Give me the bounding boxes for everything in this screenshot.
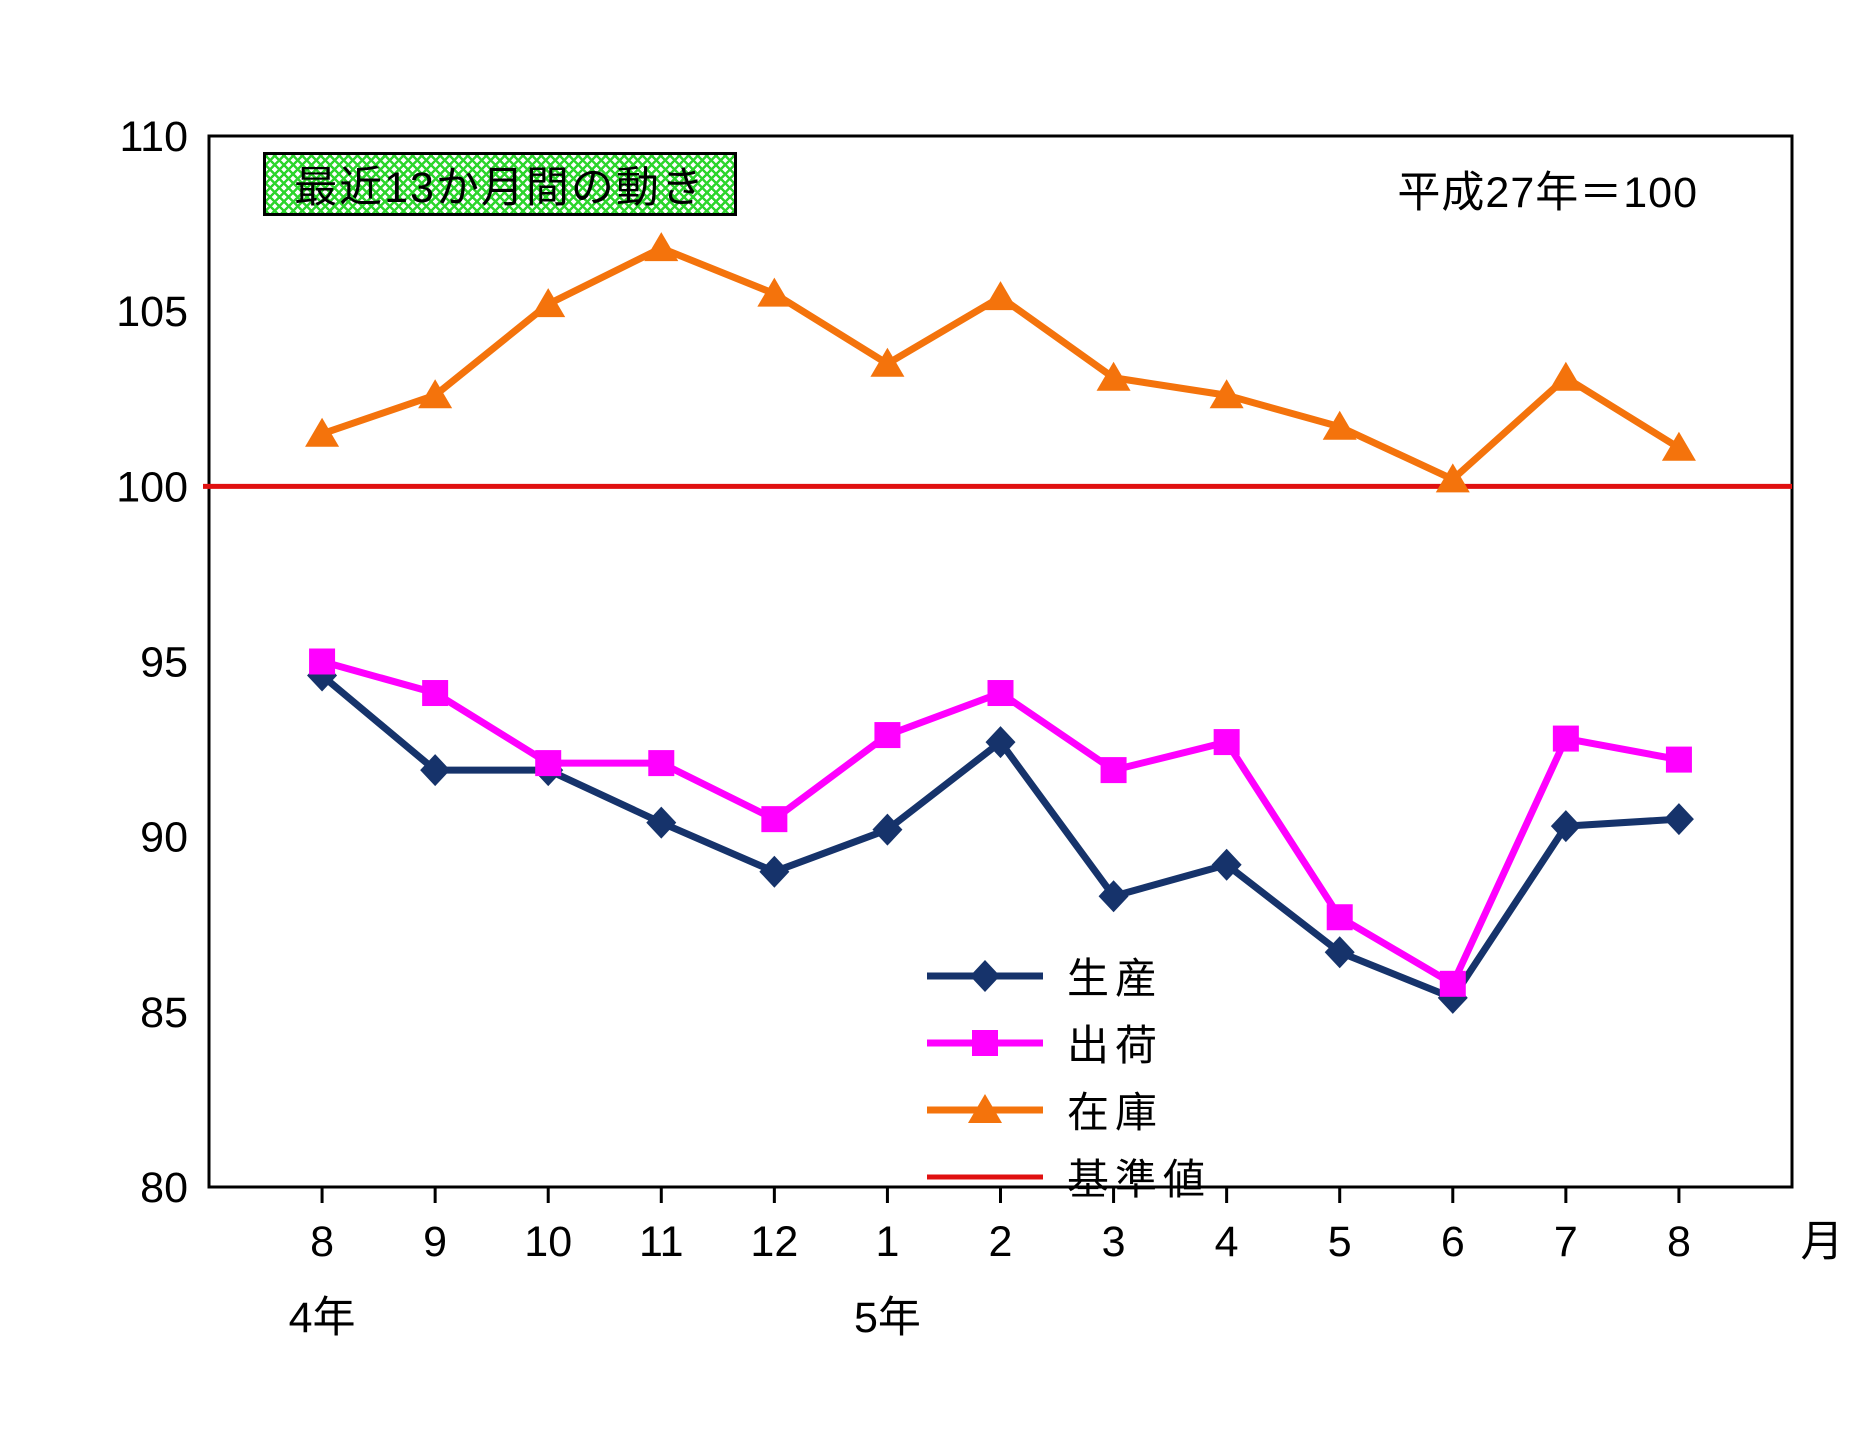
x-axis-label-10: 6 [1441, 1218, 1465, 1266]
baseline-line-icon [927, 1174, 1043, 1179]
series-2-marker-4 [757, 277, 792, 307]
series-1-marker-10 [1439, 970, 1466, 997]
production-line-marker-icon [927, 959, 1043, 992]
x-axis-label-2: 10 [524, 1218, 572, 1266]
legend-label-shipment: 出荷 [1067, 1022, 1164, 1069]
legend-label-inventory: 在庫 [1067, 1089, 1164, 1136]
year-label-1: 5年 [854, 1294, 921, 1342]
year-label-0: 4年 [289, 1294, 356, 1342]
x-axis-label-12: 8 [1667, 1218, 1691, 1266]
base-index-note: 平成27年＝100 [1397, 169, 1698, 217]
y-axis-label-90: 90 [140, 814, 188, 862]
series-2-marker-3 [644, 232, 679, 262]
x-axis-label-9: 5 [1328, 1218, 1352, 1266]
series-1-marker-7 [1100, 757, 1127, 784]
series-0-marker-4 [759, 855, 790, 888]
y-axis-label-85: 85 [140, 989, 188, 1037]
legend-label-production: 生産 [1067, 955, 1164, 1002]
x-axis-label-1: 9 [423, 1218, 447, 1266]
series-1-marker-0 [309, 648, 336, 675]
series-2-marker-2 [531, 288, 566, 318]
series-1-marker-8 [1213, 729, 1240, 756]
legend-label-baseline: 基準値 [1067, 1156, 1212, 1203]
inventory-line-marker-icon [927, 1093, 1043, 1123]
series-1-marker-6 [987, 680, 1014, 707]
legend-row-shipment: 出荷 [925, 1009, 1211, 1076]
series-0-marker-8 [1211, 848, 1242, 881]
x-axis-label-3: 11 [639, 1218, 684, 1266]
series-2-marker-6 [983, 281, 1018, 311]
series-1-marker-5 [874, 722, 901, 749]
legend-row-baseline: 基準値 [925, 1143, 1211, 1210]
series-0-marker-12 [1663, 803, 1694, 836]
series-line-1 [318, 658, 1683, 988]
series-2-marker-12 [1661, 431, 1696, 461]
series-0-marker-5 [872, 813, 903, 846]
x-axis-label-8: 4 [1215, 1218, 1239, 1266]
x-axis-label-6: 2 [989, 1218, 1013, 1266]
series-1-marker-12 [1665, 746, 1692, 773]
y-axis-label-100: 100 [116, 463, 188, 511]
series-1-marker-1 [422, 680, 449, 707]
series-2-marker-7 [1096, 361, 1131, 391]
series-1-marker-9 [1326, 904, 1353, 931]
x-axis-label-0: 8 [310, 1218, 334, 1266]
legend-marker [970, 959, 1000, 992]
x-axis-unit-label: 月 [1801, 1218, 1844, 1266]
series-1-marker-3 [648, 750, 675, 777]
chart-title: 最近13か月間の動き [294, 164, 706, 212]
series-2-marker-0 [305, 417, 340, 447]
y-axis-label-80: 80 [140, 1164, 188, 1212]
shipment-line-marker-icon [927, 1029, 1043, 1056]
series-0-marker-11 [1550, 810, 1581, 843]
series-1-marker-4 [761, 806, 788, 833]
series-0-marker-3 [646, 806, 677, 839]
x-axis-label-7: 3 [1102, 1218, 1126, 1266]
series-2-marker-1 [418, 379, 453, 409]
series-0-marker-6 [985, 726, 1016, 759]
x-axis-label-11: 7 [1554, 1218, 1578, 1266]
legend-row-inventory: 在庫 [925, 1076, 1211, 1143]
y-axis-label-95: 95 [140, 639, 188, 687]
series-1-marker-11 [1552, 725, 1579, 752]
series-2-marker-11 [1548, 361, 1583, 391]
series-0-marker-9 [1324, 936, 1355, 969]
series-2-marker-10 [1435, 463, 1470, 493]
legend: 生産 出荷 在庫 基準値 [925, 942, 1211, 1210]
chart-title-box: 最近13か月間の動き [263, 152, 737, 216]
legend-marker [968, 1093, 1002, 1123]
series-0-marker-7 [1098, 880, 1129, 913]
series-2-marker-8 [1209, 379, 1244, 409]
y-axis-label-110: 110 [119, 113, 188, 161]
series-2-marker-5 [870, 347, 905, 377]
series-1-marker-2 [535, 750, 562, 777]
legend-row-production: 生産 [925, 942, 1211, 1009]
legend-marker [972, 1029, 998, 1056]
series-0-marker-1 [420, 754, 451, 787]
x-axis-label-5: 1 [875, 1218, 899, 1266]
series-2-marker-9 [1322, 410, 1357, 440]
x-axis-label-4: 12 [750, 1218, 798, 1266]
y-axis-label-105: 105 [116, 288, 188, 336]
